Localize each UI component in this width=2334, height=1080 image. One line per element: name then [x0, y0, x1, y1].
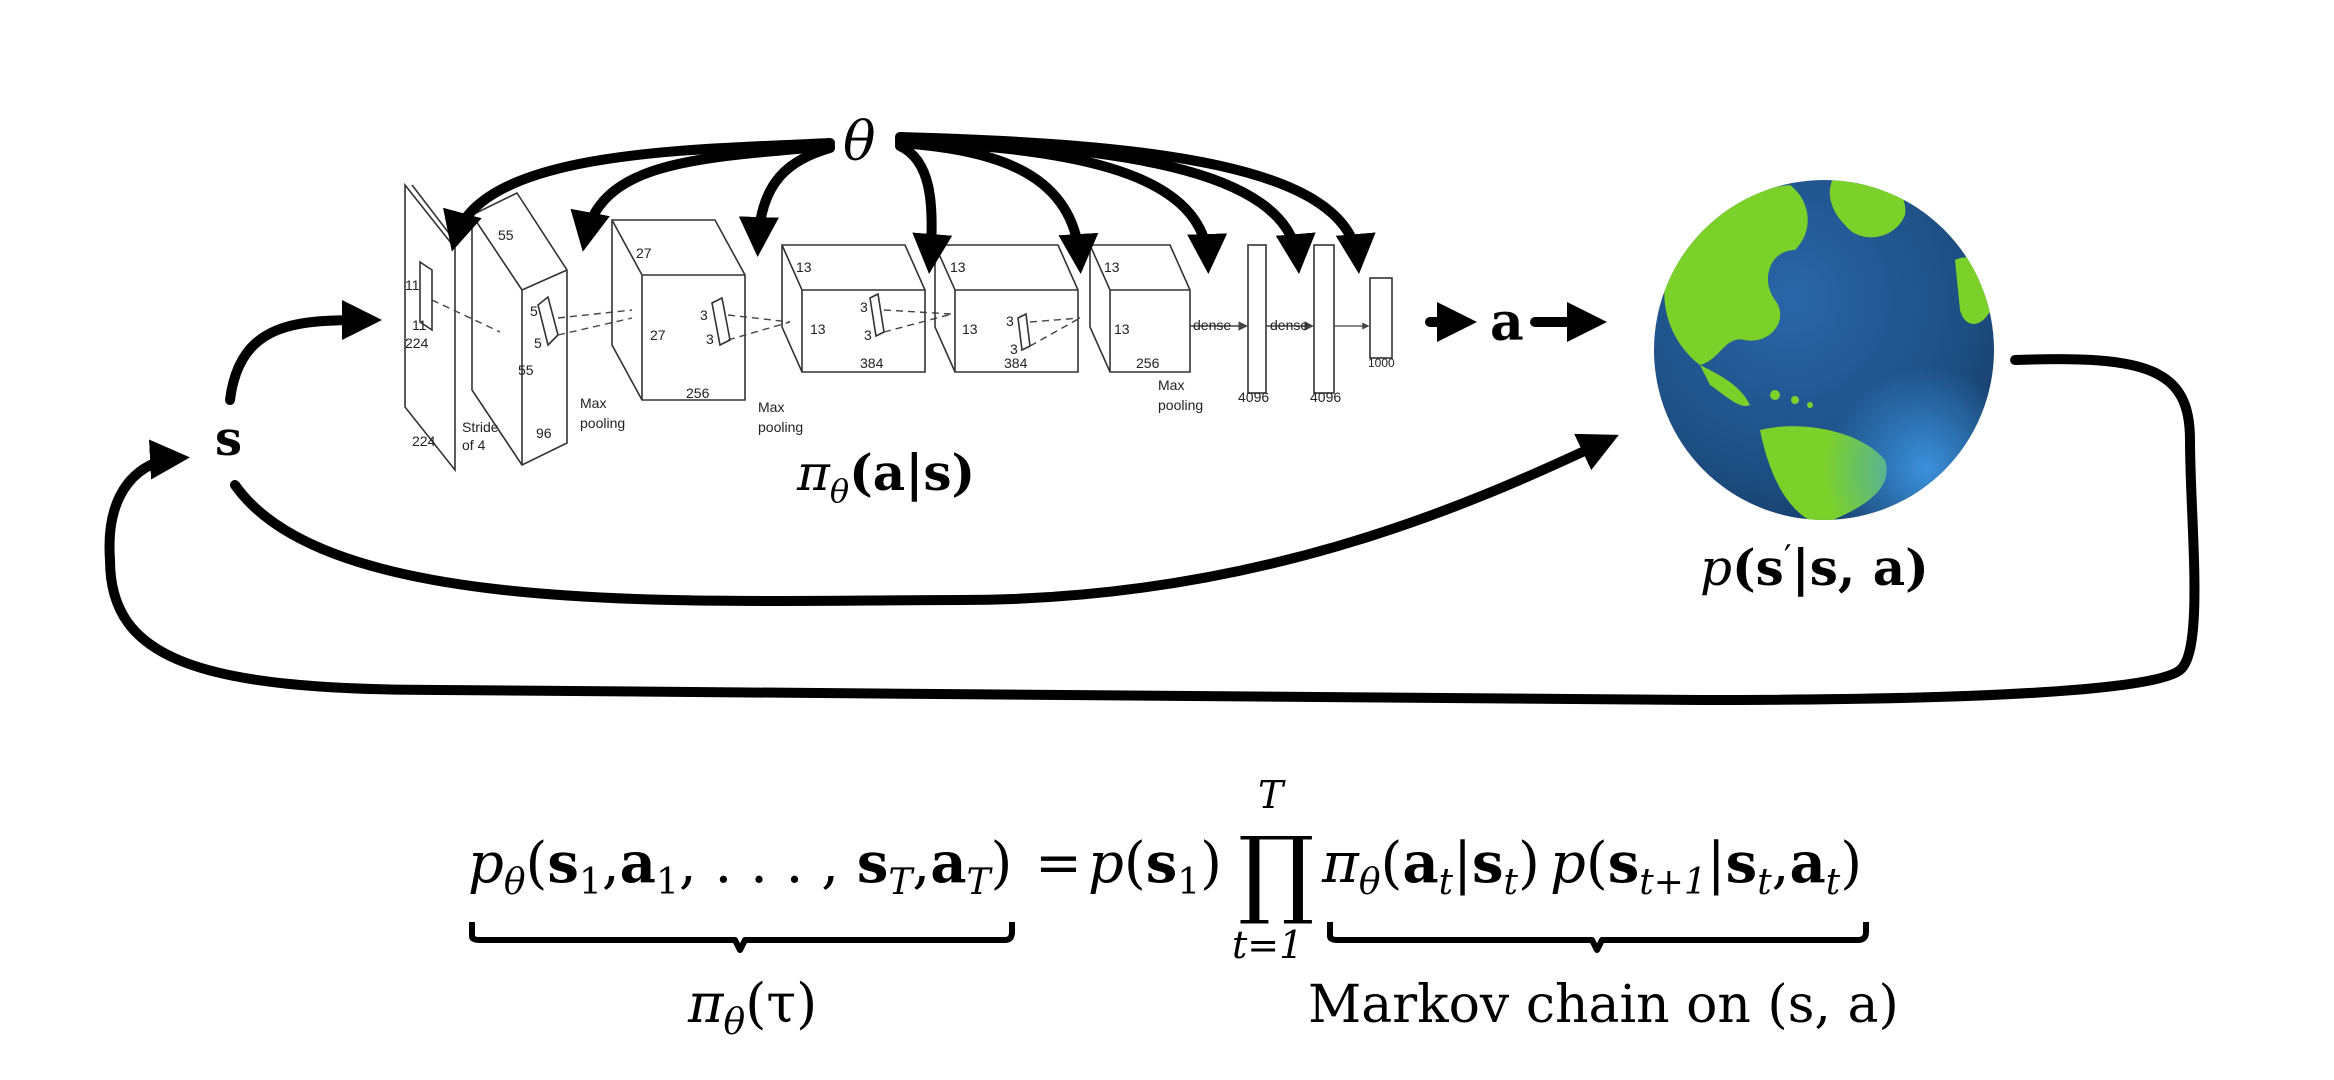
equation-dynamics-term: p(st+1|st,at) [1550, 830, 1862, 903]
cnn-label-c1-k-a: 5 [530, 303, 538, 319]
cnn-label-c2-depth: 256 [686, 385, 710, 401]
cnn-label-fc1: 4096 [1238, 389, 1269, 405]
underbrace-left [469, 922, 1015, 953]
cnn-label-pool2-b: pooling [758, 419, 803, 435]
cnn-label-input-w: 11 [412, 317, 427, 333]
state-label: s [215, 411, 242, 467]
cnn-label-c4-top: 13 [950, 259, 966, 275]
cnn-label-of4: of 4 [462, 437, 486, 453]
cnn-label-c4-depth: 384 [1004, 355, 1028, 371]
equation-lhs: pθ(s1,a1, . . . , sT,aT) [468, 830, 1012, 903]
product-symbol: ∏ [1238, 816, 1314, 928]
equation-p-s1: p(s1) [1088, 830, 1222, 903]
equation-policy-term: πθ(at|st) [1321, 830, 1540, 903]
theta-label: θ [843, 110, 876, 173]
cnn-label-c4-k-a: 3 [1006, 313, 1014, 329]
cnn-dense-layers: dense 4096 dense 4096 1000 [1190, 244, 1395, 405]
cnn-label-c2-k-b: 3 [706, 331, 714, 347]
product-lower-bound: t=1 [1232, 923, 1303, 967]
state-to-env-arrow [230, 433, 1619, 607]
cnn-label-c3-k-a: 3 [860, 299, 868, 315]
equation-equals: = [1035, 831, 1082, 896]
env-feedback-arrow [104, 354, 2200, 705]
product-upper-bound: T [1258, 773, 1286, 817]
cnn-label-pool3-a: Max [1158, 377, 1184, 393]
underbrace-right [1327, 922, 1869, 953]
cnn-conv1-block: 55 5 5 55 96 Max pooling [471, 191, 633, 467]
cnn-label-pool3-b: pooling [1158, 397, 1203, 413]
cnn-label-c5-top: 13 [1104, 259, 1120, 275]
underbrace-left-label: πθ(τ) [687, 972, 817, 1043]
fc3-layer [1369, 277, 1393, 359]
cnn-label-c1-k-b: 5 [534, 335, 542, 351]
cnn-label-input-side-b: 224 [412, 433, 436, 449]
policy-label: πθ(a|s) [796, 443, 975, 510]
cnn-label-pool1-a: Max [580, 395, 606, 411]
cnn-label-pool2-a: Max [758, 399, 784, 415]
cnn-label-c2-side: 27 [650, 327, 666, 343]
cnn-conv3-block: 13 13 3 3 384 [781, 244, 953, 373]
cnn-label-dense1: dense [1193, 317, 1231, 333]
cnn-input-layer: 11 11 224 224 Stride of 4 [404, 182, 501, 473]
trajectory-equation: pθ(s1,a1, . . . , sT,aT) = p(s1) ∏ T t=1… [468, 773, 1899, 1043]
state-to-policy-arrow [225, 300, 382, 405]
cnn-conv4-block: 13 13 3 3 384 [934, 244, 1081, 373]
cnn-conv2-block: 27 27 3 3 256 Max pooling [611, 219, 803, 435]
cnn-label-c5-depth: 256 [1136, 355, 1160, 371]
action-label: a [1490, 292, 1524, 353]
cnn-label-input-side-a: 224 [405, 335, 429, 351]
earth-globe-icon [1654, 180, 1994, 520]
cnn-label-c1-top: 55 [498, 227, 514, 243]
cnn-label-c2-k-a: 3 [700, 307, 708, 323]
cnn-label-c2-top: 27 [636, 245, 652, 261]
cnn-label-c4-side: 13 [962, 321, 978, 337]
cnn-label-c3-depth: 384 [860, 355, 884, 371]
cnn-label-c3-side: 13 [810, 321, 826, 337]
cnn-label-dense2: dense [1270, 317, 1308, 333]
cnn-label-c5-side: 13 [1114, 321, 1130, 337]
cnn-policy-network: 11 11 224 224 Stride of 4 55 5 5 55 96 M… [404, 182, 1395, 473]
cnn-label-c3-k-b: 3 [864, 327, 872, 343]
cnn-label-fc3: 1000 [1368, 356, 1395, 370]
cnn-conv5-block: 13 13 256 Max pooling [1089, 244, 1203, 413]
cnn-label-input-h: 11 [405, 277, 420, 293]
fc1-layer [1247, 244, 1267, 394]
cnn-label-stride: Stride [462, 419, 499, 435]
dynamics-label: p(s′|s, a) [1700, 538, 1929, 598]
cnn-label-c1-side: 55 [518, 362, 534, 378]
cnn-label-fc2: 4096 [1310, 389, 1341, 405]
cnn-label-c4-k-b: 3 [1010, 341, 1018, 357]
cnn-label-c3-top: 13 [796, 259, 812, 275]
fc2-layer [1313, 244, 1335, 394]
underbrace-right-label: Markov chain on (s, a) [1308, 975, 1899, 1035]
parameter-arrows [443, 132, 1376, 274]
cnn-label-c1-depth: 96 [536, 425, 552, 441]
cnn-label-pool1-b: pooling [580, 415, 625, 431]
